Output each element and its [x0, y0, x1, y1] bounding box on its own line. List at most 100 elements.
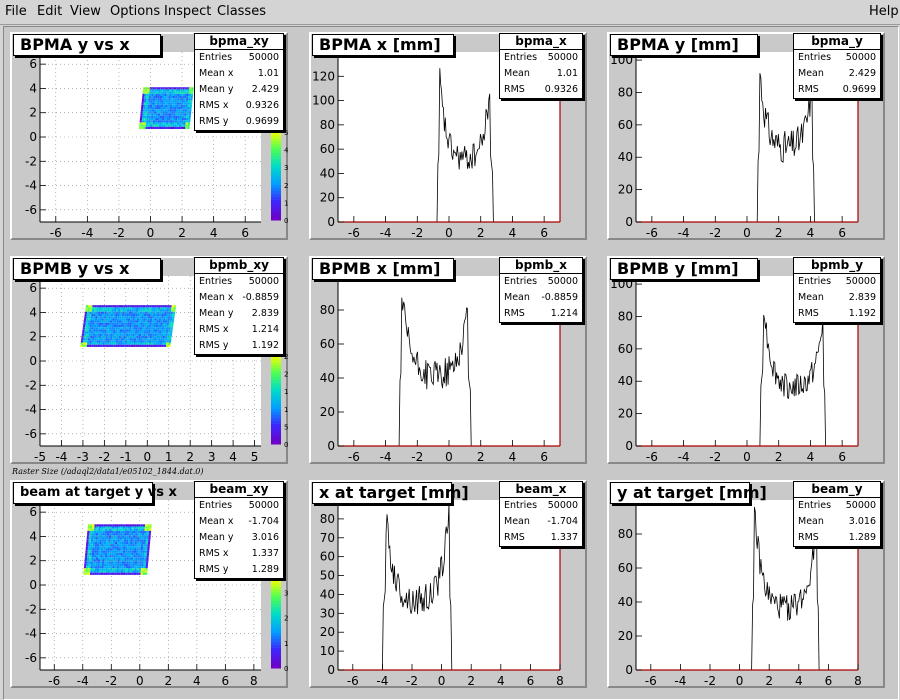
palette-bin [271, 408, 281, 413]
palette-bin [271, 170, 281, 174]
stats-key: RMS [504, 308, 525, 319]
plot-title: beam at target y vs x [13, 482, 177, 504]
x-tick-label: 2 [165, 674, 173, 688]
stats-box-name: beam_y [794, 482, 880, 498]
palette-bin [271, 211, 281, 215]
stats-row: RMS x 0.9326 [195, 98, 283, 114]
y-tick-label: 0 [327, 663, 335, 677]
y-tick-label: -2 [25, 378, 37, 392]
palette-bin [271, 394, 281, 398]
x-tick-label: -4 [77, 674, 89, 688]
palette-bin [271, 178, 281, 183]
stats-row: Mean 1.01 [500, 66, 582, 82]
x-tick-label: 6 [825, 674, 833, 688]
palette-bin [271, 373, 281, 378]
stats-row: Entries 50000 [195, 498, 283, 514]
x-tick-label: -2 [411, 226, 423, 240]
plot-beam-x[interactable]: -6-4-2024680102030405060708090 [309, 480, 587, 688]
y-tick-label: 20 [618, 183, 633, 197]
menu-options[interactable]: Options [110, 4, 161, 19]
x-tick-label: 0 [445, 226, 453, 240]
palette-bin [271, 629, 281, 634]
stats-box-bpma-y: bpma_y Entries 50000 Mean 2.429 RMS 0.9699 [793, 33, 881, 99]
x-tick-label: 0 [445, 450, 453, 464]
palette-bin [271, 379, 281, 383]
menu-file[interactable]: File [5, 4, 27, 19]
menu-edit[interactable]: Edit [37, 4, 63, 19]
stats-key: Mean x [199, 68, 234, 79]
x-tick-label: 0 [438, 674, 446, 688]
x-tick-label: 0 [743, 226, 751, 240]
x-tick-label: -4 [81, 226, 93, 240]
palette-bin [271, 635, 281, 640]
palette-tick-label: 50 [284, 129, 288, 137]
stats-key: Mean [504, 68, 530, 79]
x-tick-label: -2 [113, 226, 125, 240]
stats-value: 50000 [248, 276, 279, 287]
palette-bin [271, 626, 281, 631]
stats-row: Mean y 2.429 [195, 82, 283, 98]
palette-bin [271, 370, 281, 375]
palette-bin [271, 382, 281, 386]
y-tick-label: 80 [320, 303, 335, 317]
y-tick-label: 40 [618, 150, 633, 164]
stats-key: RMS [798, 532, 819, 543]
stats-key: Mean [504, 516, 530, 527]
x-tick-label: -2 [105, 674, 117, 688]
palette-bin [271, 376, 281, 380]
y-tick-label: 70 [320, 531, 335, 545]
y-tick-label: 40 [320, 166, 335, 180]
palette-tick-label: 0 [284, 217, 288, 225]
stats-row: RMS y 1.289 [195, 562, 283, 578]
palette-tick-label: 25 [284, 353, 288, 361]
y-tick-label: 40 [618, 595, 633, 609]
stats-value: 2.839 [251, 308, 279, 319]
palette-bin [271, 208, 281, 212]
menu-view[interactable]: View [70, 4, 101, 19]
stats-key: Entries [199, 276, 233, 287]
menu-inspect[interactable]: Inspect [164, 4, 212, 19]
stats-box-beam-xy: beam_xy Entries 50000 Mean x -1.704 Mean y 3.0… [194, 481, 284, 579]
x-tick-label: 4 [210, 226, 218, 240]
stats-row: Mean 2.839 [794, 290, 880, 306]
palette-bin [271, 429, 281, 433]
y-tick-label: 20 [618, 407, 633, 421]
stats-key: Entries [504, 276, 538, 287]
plot-title: BPMB y vs x [13, 258, 161, 280]
stats-value: -0.8859 [242, 292, 279, 303]
stats-key: RMS y [199, 116, 229, 127]
palette-bin [271, 146, 281, 151]
palette-bin [271, 591, 281, 596]
stats-value: 2.429 [251, 84, 279, 95]
stats-key: Mean y [199, 308, 234, 319]
y-tick-label: 2 [29, 330, 37, 344]
x-tick-label: 0 [736, 674, 744, 688]
stats-row: Entries 50000 [794, 50, 880, 66]
y-tick-label: 0 [625, 663, 633, 677]
x-tick-label: 6 [241, 226, 249, 240]
y-tick-label: -6 [25, 651, 37, 665]
y-tick-label: 0 [625, 439, 633, 453]
stats-value: 50000 [248, 500, 279, 511]
x-tick-label: -4 [678, 226, 690, 240]
stats-value: 1.01 [556, 68, 578, 79]
stats-value: 1.289 [251, 564, 279, 575]
palette-bin [271, 647, 281, 651]
palette-bin [271, 132, 281, 136]
heatmap-cells [138, 87, 194, 130]
x-tick-label: 0 [147, 226, 155, 240]
x-tick-label: 6 [527, 674, 535, 688]
palette-bin [271, 400, 281, 404]
palette-bin [271, 217, 281, 221]
x-tick-label: 6 [838, 450, 846, 464]
menu-help[interactable]: Help [869, 4, 899, 19]
menu-classes[interactable]: Classes [217, 4, 266, 19]
palette-bin [271, 659, 281, 663]
y-tick-label: 0 [327, 439, 335, 453]
palette-bin [271, 193, 281, 198]
palette-tick-label: 0 [284, 441, 288, 449]
y-tick-label: -6 [25, 427, 37, 441]
